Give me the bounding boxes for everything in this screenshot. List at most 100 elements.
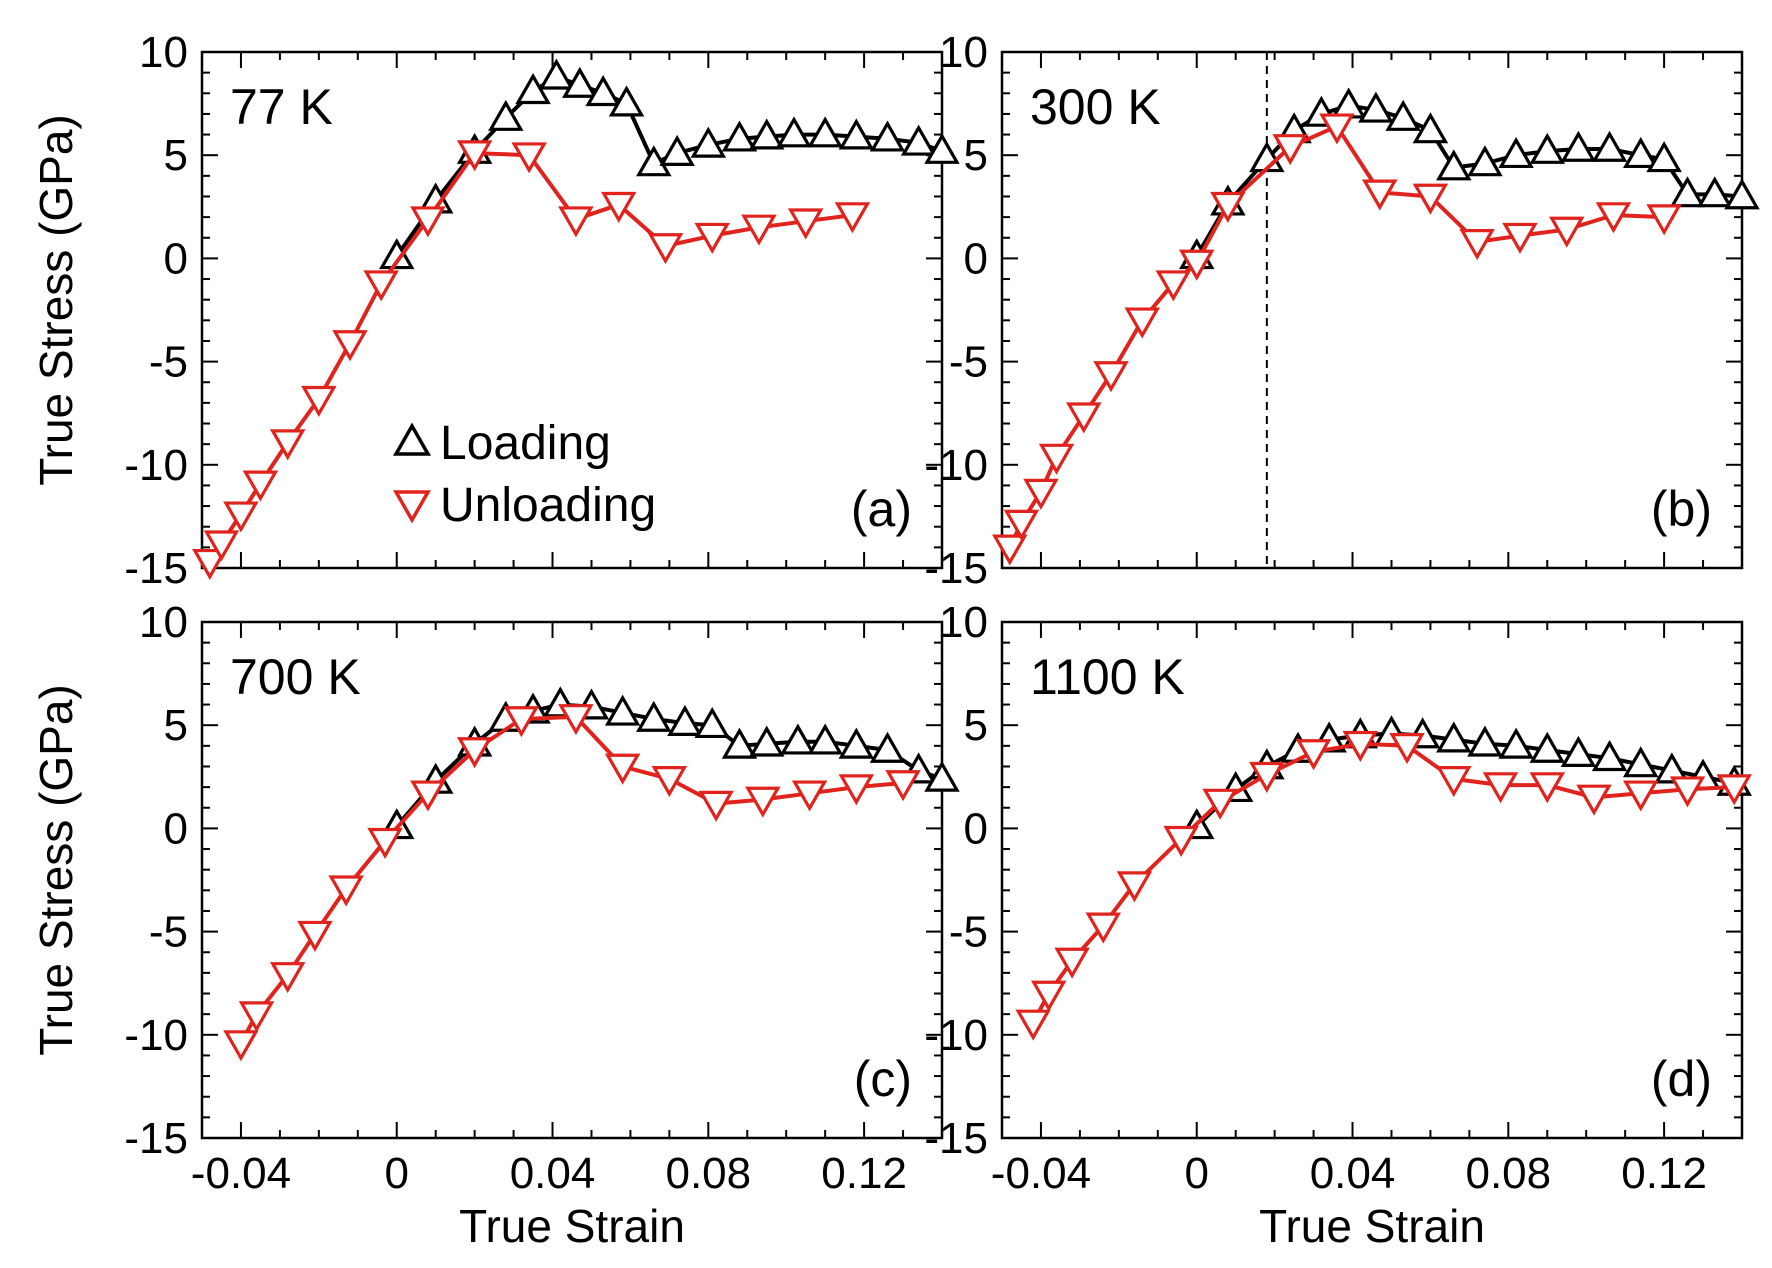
data-point-unloading [1038,443,1075,475]
data-point-loading [748,725,785,757]
data-point-unloading [1116,871,1153,903]
y-tick-label: -15 [924,544,988,593]
data-point-loading [690,126,727,158]
data-point-loading [1385,99,1421,131]
y-tick-label: -5 [149,338,188,387]
data-point-unloading [787,208,824,240]
x-tick-label: -0.04 [991,1149,1091,1198]
temperature-annotation: 300 K [1030,79,1161,135]
series-line-loading [395,702,943,828]
series-unloading [192,140,871,581]
data-point-unloading [838,774,875,806]
x-tick-label: 0.12 [1621,1149,1707,1198]
data-point-unloading [791,780,828,812]
y-tick-label: -5 [949,338,988,387]
y-tick-label: 10 [139,28,188,77]
data-point-unloading [1502,222,1538,254]
panel-label: (d) [1651,1051,1712,1107]
data-point-unloading [1669,776,1706,808]
data-point-loading [1467,145,1503,177]
data-point-unloading [1646,204,1682,236]
data-point-loading [780,723,816,755]
x-tick-label: -0.04 [191,1149,291,1198]
data-point-loading [1646,141,1682,173]
data-point-loading [1560,735,1597,767]
data-point-loading [1436,149,1472,181]
data-point-loading [1591,739,1628,772]
data-point-unloading [651,766,688,798]
y-tick-label: -10 [124,1011,188,1060]
data-point-unloading [238,1001,275,1033]
data-point-unloading [410,780,446,812]
y-tick-label: 5 [964,701,988,750]
y-tick-label: -15 [924,1114,988,1163]
y-tick-label: -5 [149,908,188,957]
data-point-unloading [332,330,368,362]
data-point-unloading [223,1030,259,1062]
data-point-unloading [269,429,306,461]
data-point-loading [562,66,598,98]
data-point-unloading [558,704,594,736]
data-point-loading [924,760,960,792]
y-tick-label: 0 [964,804,988,853]
data-point-loading [1654,752,1690,784]
series-line-unloading [1007,124,1665,549]
data-point-unloading [1529,772,1566,804]
data-point-loading [1724,178,1760,210]
data-point-unloading [269,962,306,994]
data-point-unloading [1576,784,1612,816]
data-point-loading [694,706,730,739]
data-point-unloading [328,875,364,907]
data-point-loading [659,134,695,166]
y-axis-title: True Stress (GPa) [30,684,82,1055]
data-point-unloading [1272,134,1308,166]
data-point-unloading [698,790,734,822]
y-axis-title: True Stress (GPa) [30,114,82,485]
y-tick-label: 10 [139,598,188,647]
data-point-loading [838,118,875,150]
data-point-loading [538,58,575,90]
data-point-unloading [456,140,493,172]
data-point-loading [1529,132,1566,164]
data-point-loading [1358,91,1394,123]
y-tick-label: 5 [964,131,988,180]
panels: -15 -10 -5 0 5 10 True Stress (GPa) 77 K (a) Load… [30,28,1760,1252]
panel-a: -15 -10 -5 0 5 10 True Stress (GPa) 77 K (a) Load… [30,28,960,593]
data-point-unloading [600,191,637,223]
data-point-loading [1412,112,1449,144]
data-point-loading [667,704,703,736]
data-point-loading [900,124,937,156]
data-point-loading [1669,176,1706,208]
data-point-loading [1696,176,1733,208]
plot-frame [200,50,944,570]
data-point-unloading [834,202,871,234]
y-tick-label: 5 [164,131,188,180]
data-point-unloading [647,233,684,265]
data-point-unloading [1023,478,1059,510]
x-tick-label: 0.04 [1310,1149,1396,1198]
temperature-annotation: 700 K [230,649,361,705]
data-point-loading [838,727,875,759]
data-point-unloading [1482,772,1519,804]
data-point-loading [748,118,785,150]
data-point-loading [488,99,524,131]
data-point-loading [1560,130,1597,162]
panel-b: -15 -10 -5 0 5 10 300 K (b) [924,28,1760,593]
data-point-unloading [558,206,594,238]
data-point-unloading [1295,739,1332,771]
data-point-loading [1622,746,1659,778]
x-axis-title: True Strain [1259,1200,1485,1252]
y-tick-label: 0 [964,234,988,283]
data-point-unloading [367,827,403,860]
data-point-loading [608,85,645,117]
legend-marker-unloading [392,490,432,524]
data-point-unloading [297,920,333,952]
y-tick-label: 10 [939,28,988,77]
x-axis-title: True Strain [459,1200,685,1252]
data-point-unloading [1319,113,1355,145]
data-point-unloading [1178,249,1215,281]
data-point-unloading [1342,730,1379,763]
x-tick-label: 0 [1184,1149,1208,1198]
data-point-unloading [1163,825,1199,857]
